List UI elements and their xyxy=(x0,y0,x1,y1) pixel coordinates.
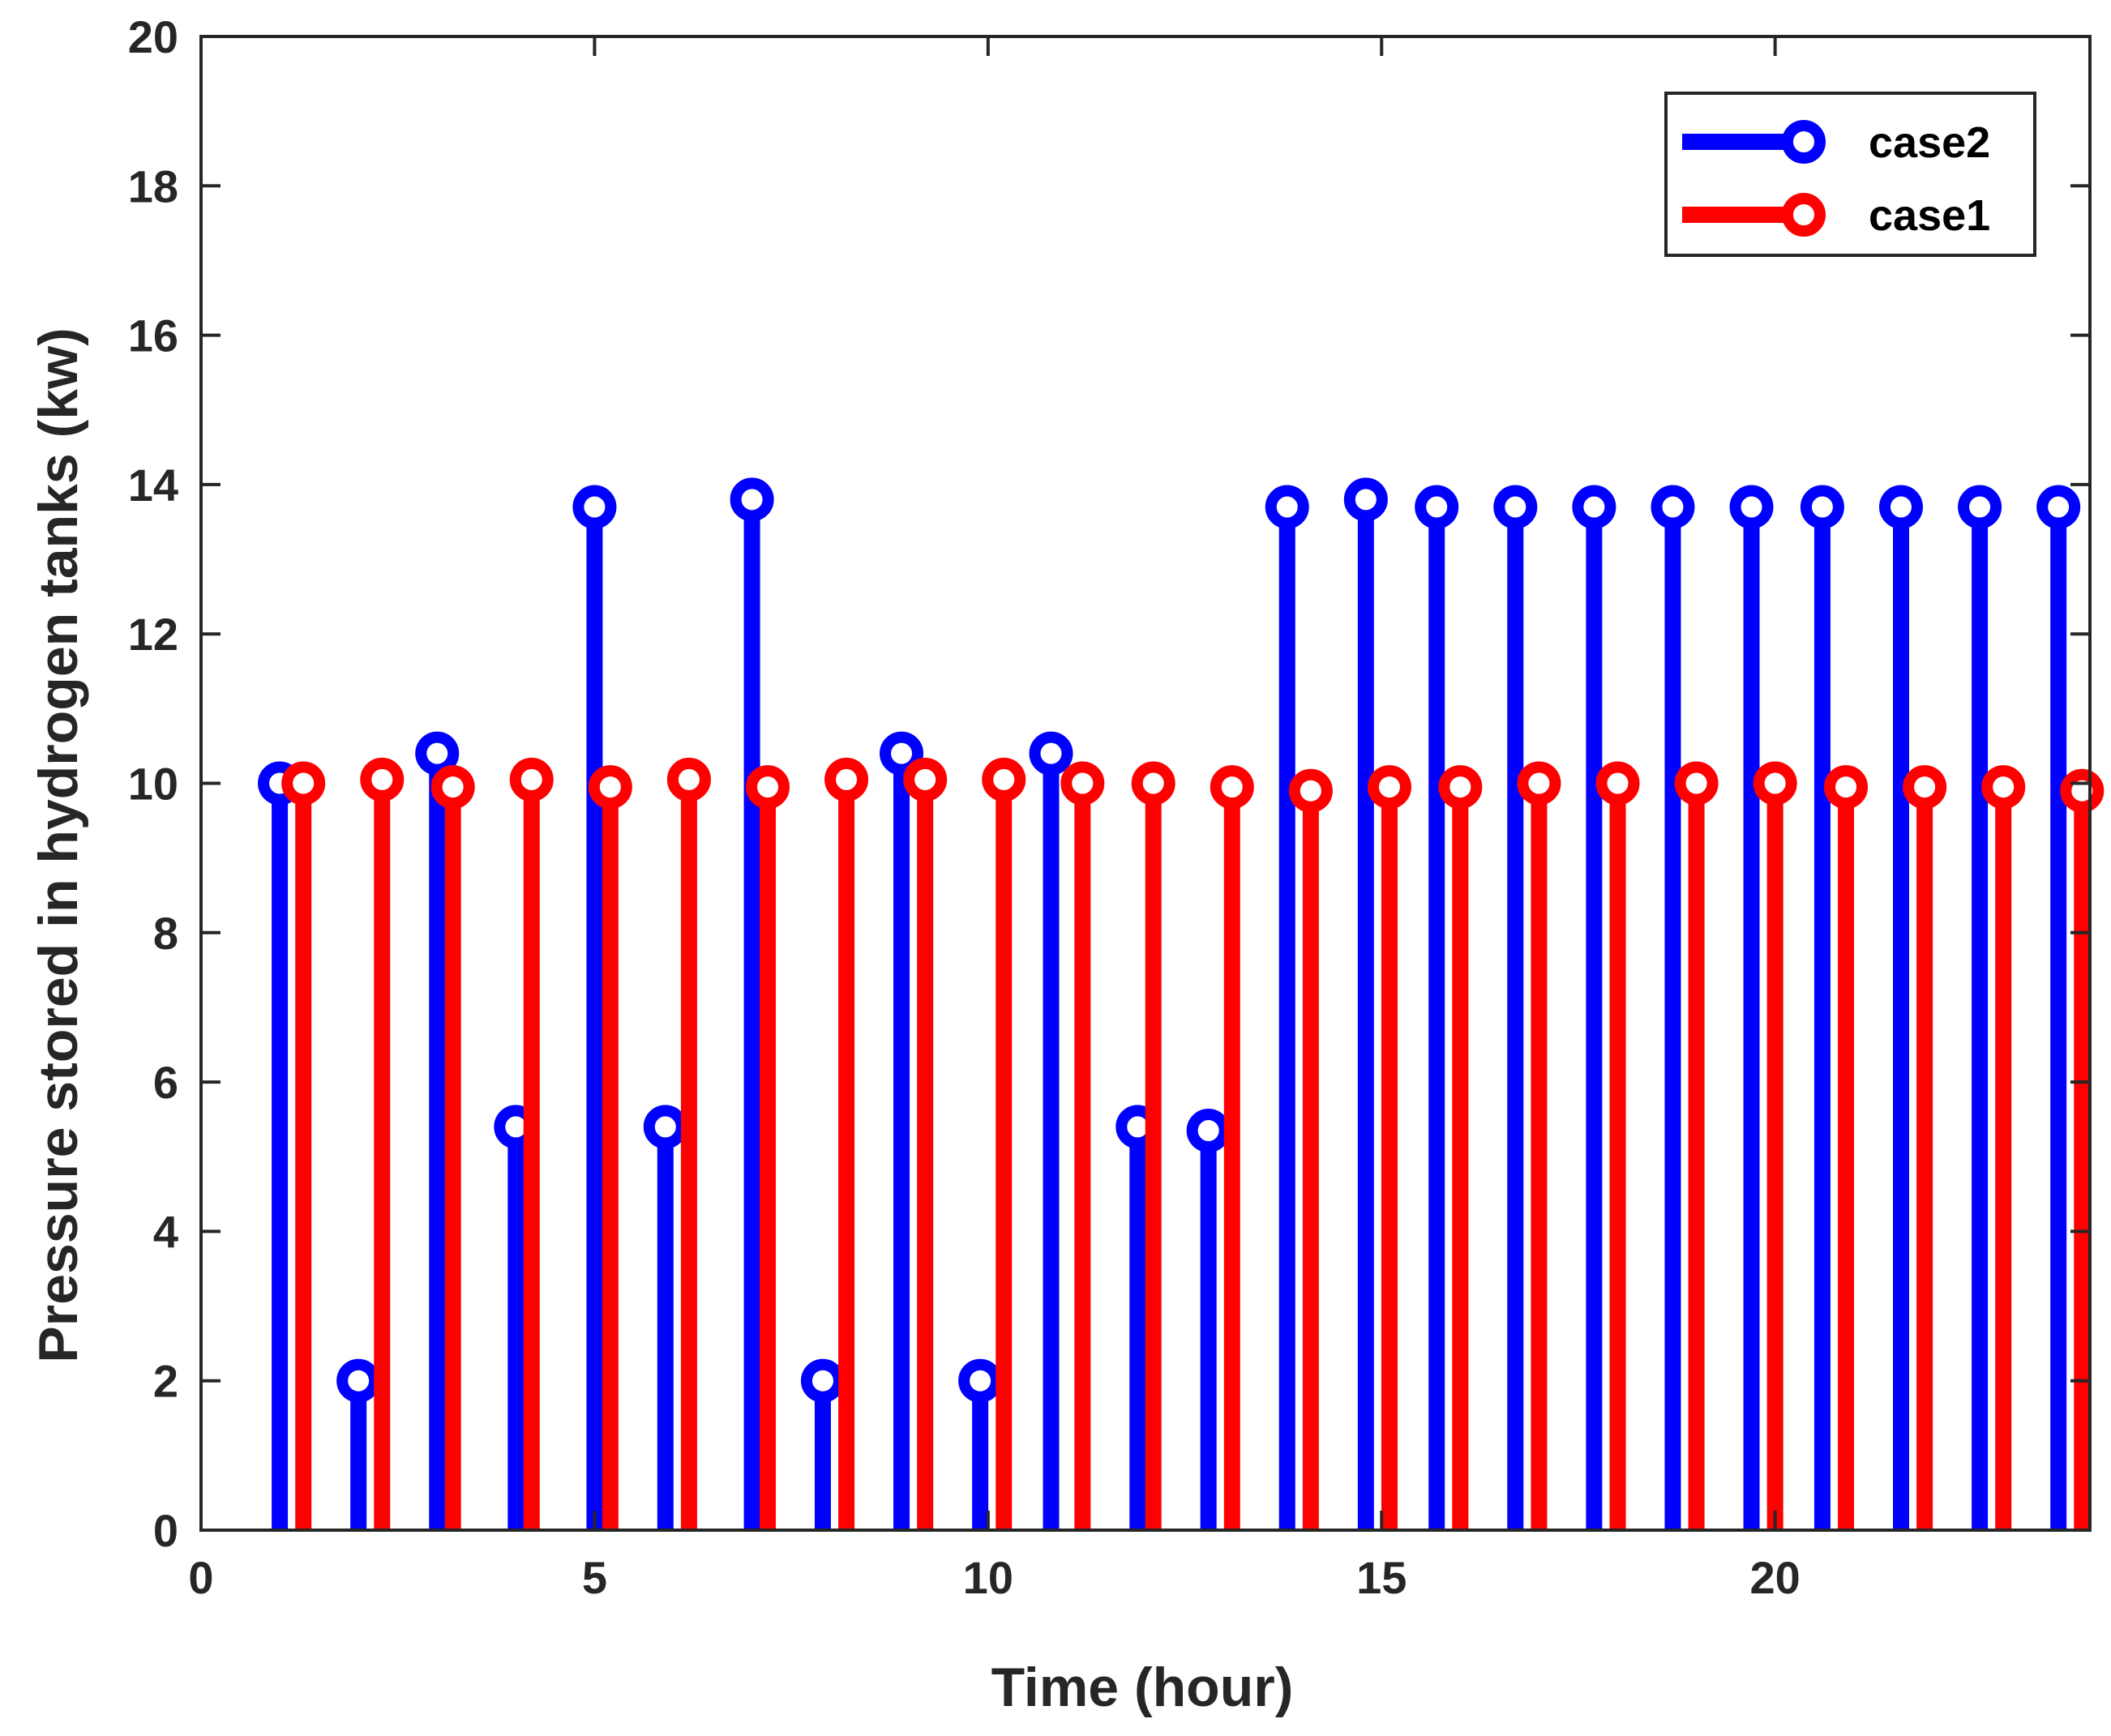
marker-case1 xyxy=(1060,761,1105,806)
legend-entry-case1: case1 xyxy=(1682,191,1990,240)
marker-case1 xyxy=(1210,765,1254,810)
x-tick-label: 15 xyxy=(1356,1552,1407,1603)
marker-case1 xyxy=(982,757,1026,802)
series-case2 xyxy=(258,477,2081,1530)
y-tick-label: 0 xyxy=(153,1505,178,1556)
marker-case2 xyxy=(1029,731,1073,776)
marker-case2 xyxy=(1800,485,1844,529)
marker-case2 xyxy=(1415,485,1459,529)
marker-case1 xyxy=(1753,761,1797,806)
marker-case1 xyxy=(2060,768,2105,813)
marker-case1 xyxy=(1595,761,1640,806)
y-tick-label: 8 xyxy=(153,908,178,959)
marker-case1 xyxy=(588,765,632,810)
series-case1 xyxy=(281,757,2105,1530)
marker-case1 xyxy=(281,761,326,806)
y-tick-label: 4 xyxy=(153,1206,178,1257)
legend-marker-case1 xyxy=(1782,193,1826,237)
marker-case1 xyxy=(509,757,554,802)
legend-label-case2: case2 xyxy=(1869,118,1990,167)
marker-case1 xyxy=(1903,765,1947,810)
marker-case2 xyxy=(730,477,774,522)
marker-case1 xyxy=(1288,768,1333,813)
y-tick-label: 20 xyxy=(128,11,178,62)
marker-case1 xyxy=(824,757,869,802)
x-tick-label: 0 xyxy=(188,1552,213,1603)
marker-case2 xyxy=(1651,485,1695,529)
marker-case2 xyxy=(572,485,617,529)
marker-case2 xyxy=(1186,1108,1231,1152)
marker-case2 xyxy=(1265,485,1309,529)
marker-case1 xyxy=(1824,765,1869,810)
marker-case1 xyxy=(1981,765,2026,810)
y-axis-title: Pressure stored in hydrogen tanks (kw) xyxy=(28,327,89,1362)
marker-case2 xyxy=(1572,485,1616,529)
legend-marker-case2 xyxy=(1782,120,1826,164)
y-tick-label: 12 xyxy=(128,609,178,660)
marker-case1 xyxy=(1367,765,1411,810)
legend-box xyxy=(1664,92,2036,257)
marker-case1 xyxy=(430,765,475,810)
marker-case2 xyxy=(1879,485,1923,529)
marker-case2 xyxy=(1493,485,1538,529)
marker-case1 xyxy=(666,757,711,802)
marker-case2 xyxy=(1343,477,1388,522)
y-tick-label: 6 xyxy=(153,1057,178,1108)
marker-case2 xyxy=(415,731,460,776)
y-tick-label: 18 xyxy=(128,160,178,212)
y-tick-label: 10 xyxy=(128,759,178,810)
x-tick-label: 5 xyxy=(582,1552,607,1603)
marker-case2 xyxy=(1729,485,1774,529)
marker-case2 xyxy=(800,1358,845,1403)
y-tick-label: 14 xyxy=(128,460,178,511)
marker-case1 xyxy=(1517,761,1561,806)
marker-case2 xyxy=(958,1358,1003,1403)
marker-case2 xyxy=(336,1358,381,1403)
marker-case2 xyxy=(2036,485,2081,529)
marker-case1 xyxy=(360,757,405,802)
marker-case1 xyxy=(746,765,790,810)
x-axis-title: Time (hour) xyxy=(991,1657,1294,1718)
marker-case1 xyxy=(1674,761,1719,806)
legend-label-case1: case1 xyxy=(1869,191,1990,240)
marker-case1 xyxy=(1438,765,1483,810)
marker-case2 xyxy=(643,1105,687,1149)
x-tick-label: 20 xyxy=(1750,1552,1801,1603)
legend-entry-case2: case2 xyxy=(1682,118,1990,167)
y-tick-label: 2 xyxy=(153,1356,178,1407)
marker-case1 xyxy=(903,757,948,802)
marker-case2 xyxy=(880,731,924,776)
y-tick-label: 16 xyxy=(128,310,178,361)
marker-case1 xyxy=(1131,761,1175,806)
x-tick-label: 10 xyxy=(963,1552,1013,1603)
legend: case2 case1 xyxy=(1664,92,2036,257)
marker-case2 xyxy=(1958,485,2002,529)
plot-layer xyxy=(258,477,2105,1530)
axis-layer: 0 5 10 15 20 0 2 4 6 8 10 12 14 16 18 20 xyxy=(128,11,2092,1603)
